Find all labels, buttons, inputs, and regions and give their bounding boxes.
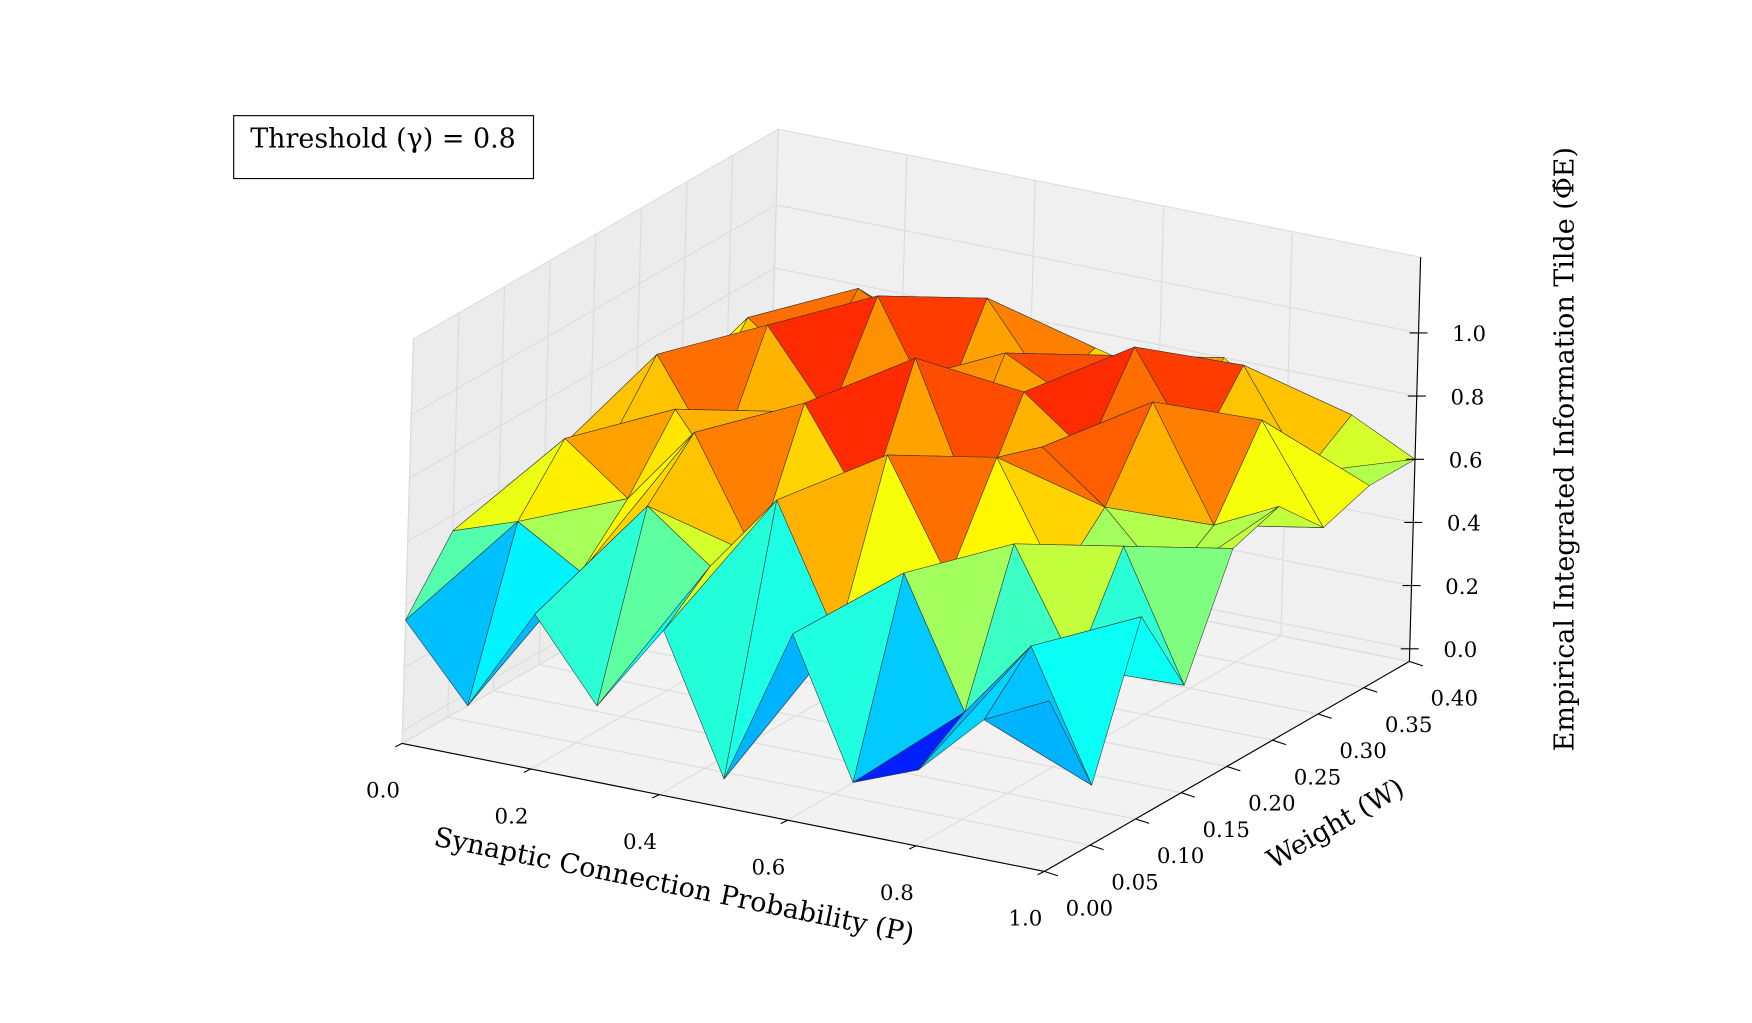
- y-tick: [1135, 818, 1150, 824]
- y-tick: [1363, 687, 1378, 693]
- x-tick: [780, 819, 788, 825]
- y-tick-label: 0.15: [1202, 818, 1249, 843]
- x-tick: [523, 768, 531, 773]
- y-tick-label: 0.30: [1339, 739, 1386, 764]
- x-tick-label: 0.4: [623, 830, 657, 855]
- surface-triangle: [983, 700, 1092, 786]
- grid-line: [410, 204, 777, 416]
- y-axis: [1044, 660, 1410, 872]
- x-tick-label: 0.8: [880, 881, 914, 906]
- x-tick-label: 1.0: [1008, 907, 1042, 932]
- x-tick-label: 0.0: [366, 779, 400, 804]
- z-tick-label: 0.6: [1449, 449, 1483, 474]
- surface: [405, 288, 1416, 786]
- y-tick-label: 0.10: [1157, 844, 1204, 869]
- annotation-box: [233, 115, 535, 180]
- y-tick-label: 0.35: [1385, 713, 1433, 738]
- axes: 0.00.20.40.60.81.0 0.000.050.100.150.200.…: [366, 257, 1486, 932]
- z-axis: [1408, 257, 1422, 662]
- y-tick-label: 0.20: [1248, 792, 1295, 817]
- grid-line: [774, 267, 1417, 397]
- grid-line: [493, 690, 1136, 820]
- x-tick: [1037, 870, 1045, 876]
- grid-line: [409, 267, 775, 479]
- z-tick-label: 1.0: [1452, 322, 1486, 347]
- x-tick-label: 0.6: [751, 855, 785, 880]
- y-tick: [1181, 792, 1195, 798]
- z-tick-label: 0.2: [1445, 575, 1479, 600]
- y-tick-label: 0.40: [1431, 687, 1479, 712]
- y-tick: [1272, 739, 1287, 746]
- x-axis: [402, 742, 1045, 872]
- x-tick-label: 0.2: [495, 804, 529, 829]
- y-tick: [1317, 713, 1332, 719]
- z-tick-label: 0.8: [1450, 385, 1484, 410]
- y-tick: [1409, 660, 1424, 667]
- annotation: Threshold (γ) = 0.8: [250, 123, 516, 154]
- x-tick: [908, 845, 917, 850]
- x-tick: [652, 794, 660, 799]
- y-tick-label: 0.25: [1294, 765, 1341, 790]
- x-axis-label: Synaptic Connection Probability (P): [432, 822, 917, 950]
- z-axis-label: Empirical Integrated Information Tilde (…: [1550, 147, 1581, 751]
- grid-line: [776, 204, 1419, 334]
- y-tick: [1089, 844, 1104, 851]
- y-tick-label: 0.05: [1111, 870, 1159, 895]
- y-tick: [1044, 870, 1059, 877]
- grid-line: [447, 716, 1091, 846]
- y-tick-label: 0.00: [1066, 897, 1114, 922]
- z-tick-label: 0.0: [1443, 638, 1477, 663]
- y-tick: [1226, 765, 1241, 772]
- x-tick: [395, 742, 403, 748]
- z-tick-label: 0.4: [1447, 512, 1481, 537]
